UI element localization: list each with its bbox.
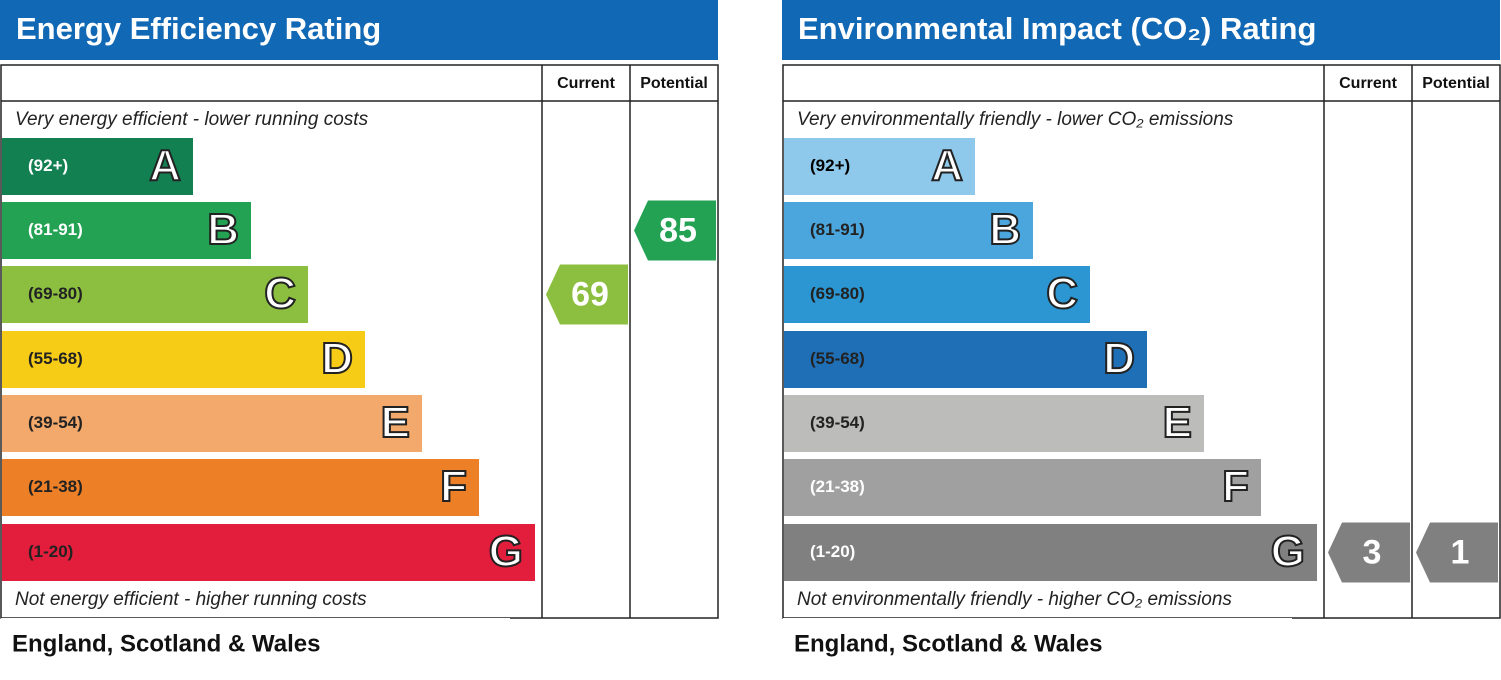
band-letter: C [264,269,296,318]
band-range: (69-80) [28,284,83,303]
rating-value: 1 [1451,533,1470,571]
band-letter: G [1271,527,1305,576]
band-letter: G [489,527,523,576]
band-letter: A [931,141,963,190]
top-note: Very energy efficient - lower running co… [15,109,369,130]
rating-band [2,524,535,581]
rating-band [2,138,193,195]
top-note: Very environmentally friendly - lower CO… [797,109,1234,130]
footer: England, Scotland & Wales [12,630,320,657]
bottom-note: Not environmentally friendly - higher CO… [797,589,1232,610]
band-range: (1-20) [28,542,73,561]
band-range: (39-54) [28,413,83,432]
rating-arrow [1416,522,1498,583]
band-letter: D [321,334,353,383]
band-letter: C [1046,269,1078,318]
footer-box [1,618,510,675]
rating-band [784,202,1033,259]
rating-band [784,459,1261,516]
rating-band [2,331,365,388]
band-letter: D [1103,334,1135,383]
band-range: (81-91) [28,220,83,239]
rating-value: 69 [571,275,609,313]
band-letter: F [1222,462,1249,511]
band-letter: B [207,205,239,254]
rating-panel: Environmental Impact (CO₂) Rating Current… [782,0,1501,675]
rating-band [784,524,1317,581]
panel-title: Energy Efficiency Rating [16,11,381,46]
rating-arrow [1328,522,1410,583]
band-range: (1-20) [810,542,855,561]
band-range: (92+) [28,156,68,175]
band-range: (21-38) [810,477,865,496]
rating-band [784,395,1204,452]
rating-band [784,331,1147,388]
column-header: Potential [640,75,708,92]
rating-band [784,266,1090,323]
rating-value: 85 [659,211,697,249]
column-header: Potential [1422,75,1490,92]
rating-band [2,395,422,452]
band-range: (69-80) [810,284,865,303]
title-bar [0,0,718,60]
rating-value: 3 [1363,533,1382,571]
band-range: (21-38) [28,477,83,496]
rating-band [2,266,308,323]
rating-band [2,459,479,516]
column-header: Current [1339,75,1397,92]
rating-band [2,202,251,259]
column-header: Current [557,75,615,92]
band-letter: F [440,462,467,511]
rating-panel: Energy Efficiency Rating Current Potential… [0,0,719,675]
band-range: (39-54) [810,413,865,432]
footer-box [783,618,1292,675]
rating-arrow [546,264,628,325]
band-range: (81-91) [810,220,865,239]
band-letter: E [1163,398,1192,447]
bottom-note: Not energy efficient - higher running co… [15,589,367,610]
band-range: (92+) [810,156,850,175]
panel-title: Environmental Impact (CO₂) Rating [798,11,1316,46]
band-letter: E [381,398,410,447]
band-letter: A [149,141,181,190]
footer: England, Scotland & Wales [794,630,1102,657]
rating-arrow [634,200,716,261]
rating-band [784,138,975,195]
band-range: (55-68) [28,349,83,368]
band-letter: B [989,205,1021,254]
band-range: (55-68) [810,349,865,368]
title-bar [782,0,1500,60]
